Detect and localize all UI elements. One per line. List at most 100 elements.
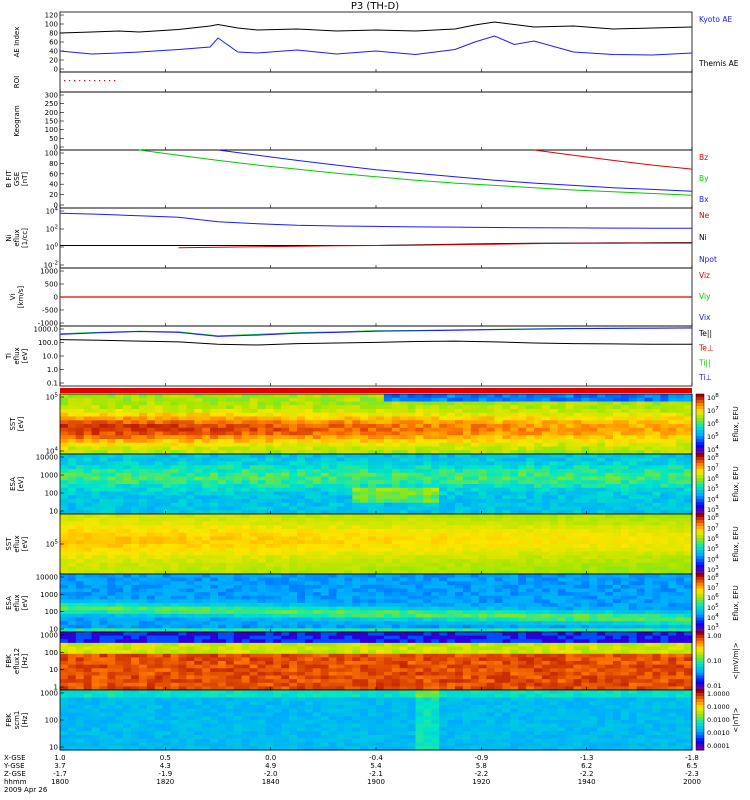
spectrogram-cell [383,551,393,556]
spectrogram-cell [131,472,140,478]
spectrogram-cell [60,613,69,619]
spectrogram-cell [218,465,227,470]
spectrogram-cell [123,603,132,608]
spectrogram-cell [249,621,259,626]
spectrogram-cell [534,570,543,575]
spectrogram-cell [581,529,590,534]
spectrogram-cell [510,610,519,615]
spectrogram-cell [431,401,440,406]
spectrogram-cell [376,499,385,504]
spectrogram-cell [447,574,456,579]
spectrogram-cell [668,420,677,425]
spectrogram-cell [241,574,251,579]
spectrogram-cell [391,551,401,556]
spectrogram-cell [652,491,661,496]
spectrogram-cell [312,431,322,436]
spectrogram-cell [336,420,345,425]
spectrogram-cell [518,532,527,538]
spectrogram-cell [549,472,559,478]
spectrogram-cell [391,536,401,541]
spectrogram-cell [320,606,330,611]
colorbar-segment [696,553,704,557]
spectrogram-cell [684,409,693,414]
spectrogram-cell [597,487,606,493]
spectrogram-cell [233,562,243,568]
spectrogram-cell [131,495,140,500]
spectrogram-cell [67,502,77,508]
spectrogram-cell [399,521,409,526]
spectrogram-cell [502,592,511,597]
spectrogram-cell [265,547,274,553]
spectrogram-cell [431,484,440,489]
spectrogram-cell [257,621,266,626]
y-tick-label: 20 [49,57,58,65]
spectrogram-cell [265,577,274,582]
spectrogram-cell [652,555,661,560]
spectrogram-cell [455,584,464,590]
spectrogram-cell [67,409,77,414]
spectrogram-cell [455,606,464,611]
spectrogram-cell [289,581,298,586]
spectrogram-cell [597,532,606,538]
spectrogram-cell [455,624,464,629]
spectrogram-cell [391,442,401,448]
spectrogram-cell [75,559,85,564]
spectrogram-cell [644,431,654,436]
spectrogram-cell [628,431,638,436]
y-tick-label: 100 [45,490,58,498]
spectrogram-cell [241,502,251,508]
spectrogram-cell [60,562,69,568]
spectrogram-cell [644,401,654,406]
spectrogram-cell [257,547,266,553]
spectrogram-cell [83,401,93,406]
colorbar-segment [696,448,704,452]
spectrogram-cell [304,617,314,622]
spectrogram-cell [297,613,306,619]
spectrogram-cell [431,510,440,515]
spectrogram-cell [257,431,266,436]
spectrogram-cell [684,416,693,421]
spectrogram-cell [589,480,598,485]
spectrogram-cell [360,495,369,500]
spectrogram-cell [368,613,377,619]
spectrogram-cell [549,405,559,410]
spectrogram-cell [352,525,361,530]
spectrogram-cell [218,536,227,541]
spectrogram-cell [186,555,195,560]
spectrogram-cell [447,566,456,571]
spectrogram-cell [273,397,282,403]
spectrogram-cell [225,439,235,444]
spectrogram-cell [83,529,93,534]
spectrogram-cell [478,484,488,489]
spectrogram-cell [83,506,93,511]
spectrogram-cell [636,416,646,421]
spectrogram-cell [170,624,180,629]
spectrogram-cell [557,540,567,545]
spectrogram-cell [415,416,424,421]
spectrogram-cell [233,495,243,500]
spectrogram-cell [186,450,195,455]
spectrogram-cell [431,574,440,579]
spectrogram-cell [273,420,282,425]
spectrogram-cell [360,555,369,560]
spectrogram-cell [170,529,180,534]
spectrogram-cell [170,484,180,489]
spectrogram-cell [660,435,669,440]
spectrogram-cell [636,544,646,549]
spectrogram-cell [115,435,124,440]
spectrogram-cell [376,427,385,433]
spectrogram-cell [407,394,417,399]
spectrogram-cell [573,409,582,414]
spectrogram-cell [241,562,251,568]
spectrogram-cell [478,450,488,455]
spectrogram-cell [399,559,409,564]
spectrogram-cell [131,424,140,429]
spectrogram-cell [123,420,132,425]
spectrogram-cell [486,424,496,429]
spectrogram-cell [383,499,393,504]
spectrogram-cell [328,461,338,466]
spectrogram-cell [494,439,503,444]
spectrogram-cell [131,577,140,582]
spectrogram-cell [628,424,638,429]
spectrogram-cell [233,424,243,429]
